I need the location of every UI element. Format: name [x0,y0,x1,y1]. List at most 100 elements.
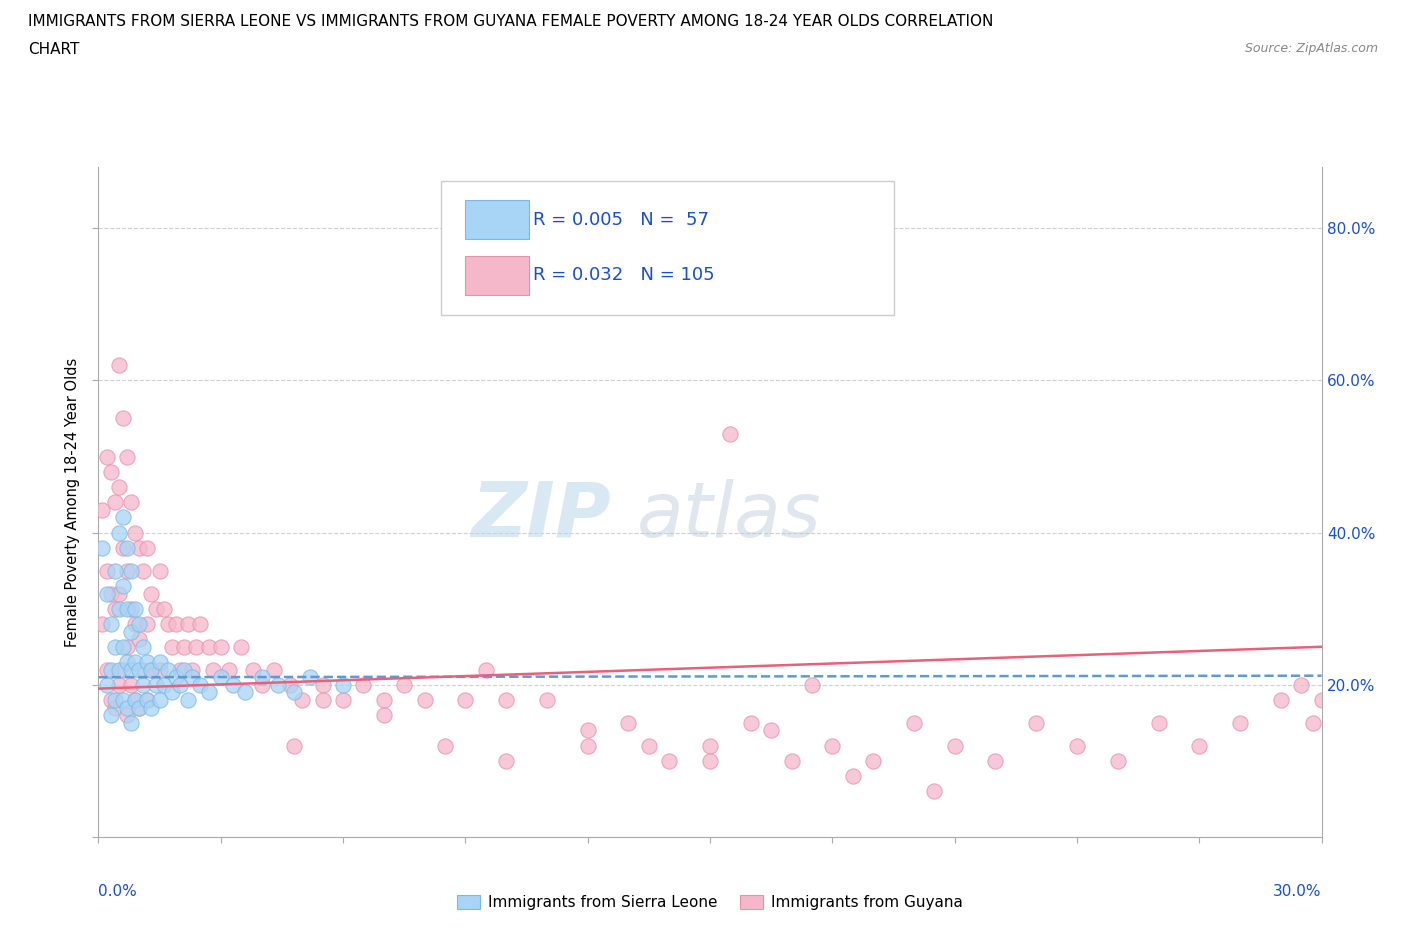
Point [96,662,118,677]
Point [141,586,163,601]
Point [120,602,142,617]
Point [903,715,925,730]
Point [145,602,167,617]
Point [108,602,131,617]
Point [128,662,150,677]
Point [576,738,599,753]
Point [124,525,146,540]
Point [136,693,159,708]
Point [100,586,122,601]
Point [104,602,127,617]
Point [169,662,191,677]
Point [197,639,219,654]
Point [699,738,721,753]
FancyBboxPatch shape [465,256,529,295]
Point [1107,753,1129,768]
Point [373,693,395,708]
Text: 0.0%: 0.0% [98,884,138,899]
Point [454,693,477,708]
Point [115,564,138,578]
Point [128,540,150,555]
Point [141,662,163,677]
Point [201,662,224,677]
Point [136,655,159,670]
Point [278,677,301,692]
Point [1229,715,1251,730]
Point [96,564,118,578]
Point [91,502,114,517]
Point [576,723,599,737]
Point [332,677,354,692]
Point [1025,715,1047,730]
Point [141,700,163,715]
Point [1310,693,1333,708]
Point [821,738,844,753]
Legend: Immigrants from Sierra Leone, Immigrants from Guyana: Immigrants from Sierra Leone, Immigrants… [451,889,969,916]
Point [128,617,150,631]
Point [111,510,134,525]
Point [104,693,127,708]
Point [100,708,122,723]
Text: R = 0.005   N =  57: R = 0.005 N = 57 [533,210,709,229]
Text: R = 0.032   N = 105: R = 0.032 N = 105 [533,266,714,284]
Point [149,564,172,578]
Point [392,677,416,692]
Point [152,677,174,692]
Point [720,426,742,441]
Point [111,693,134,708]
Point [943,738,966,753]
Point [115,655,138,670]
Point [128,700,150,715]
Point [761,723,783,737]
Point [495,753,517,768]
Point [536,693,558,708]
Text: CHART: CHART [28,42,80,57]
Text: atlas: atlas [637,479,821,552]
Point [263,662,285,677]
Text: 30.0%: 30.0% [1274,884,1322,899]
Point [922,784,945,799]
Point [638,738,661,753]
Point [120,495,142,510]
Point [173,662,195,677]
Point [474,662,498,677]
Point [115,708,138,723]
Point [96,449,118,464]
Point [242,662,264,677]
Point [283,738,305,753]
Point [108,480,131,495]
Point [124,655,146,670]
Point [658,753,681,768]
Point [352,677,374,692]
Point [115,639,138,654]
Point [209,639,232,654]
Point [128,631,150,646]
Point [156,617,179,631]
Point [188,677,212,692]
Y-axis label: Female Poverty Among 18-24 Year Olds: Female Poverty Among 18-24 Year Olds [65,357,80,647]
Point [108,677,131,692]
FancyBboxPatch shape [441,180,893,314]
Point [1291,677,1313,692]
Point [149,655,172,670]
Point [136,693,159,708]
Point [312,677,335,692]
Point [231,639,253,654]
Point [124,693,146,708]
Point [188,617,212,631]
Point [173,639,195,654]
Point [115,449,138,464]
Point [108,662,131,677]
Point [132,662,155,677]
Point [132,639,155,654]
Point [136,617,159,631]
Point [181,662,204,677]
Point [165,670,187,684]
Point [100,617,122,631]
Point [1302,715,1324,730]
Point [283,685,305,700]
Point [111,639,134,654]
Point [177,617,200,631]
FancyBboxPatch shape [465,200,529,239]
Point [124,617,146,631]
